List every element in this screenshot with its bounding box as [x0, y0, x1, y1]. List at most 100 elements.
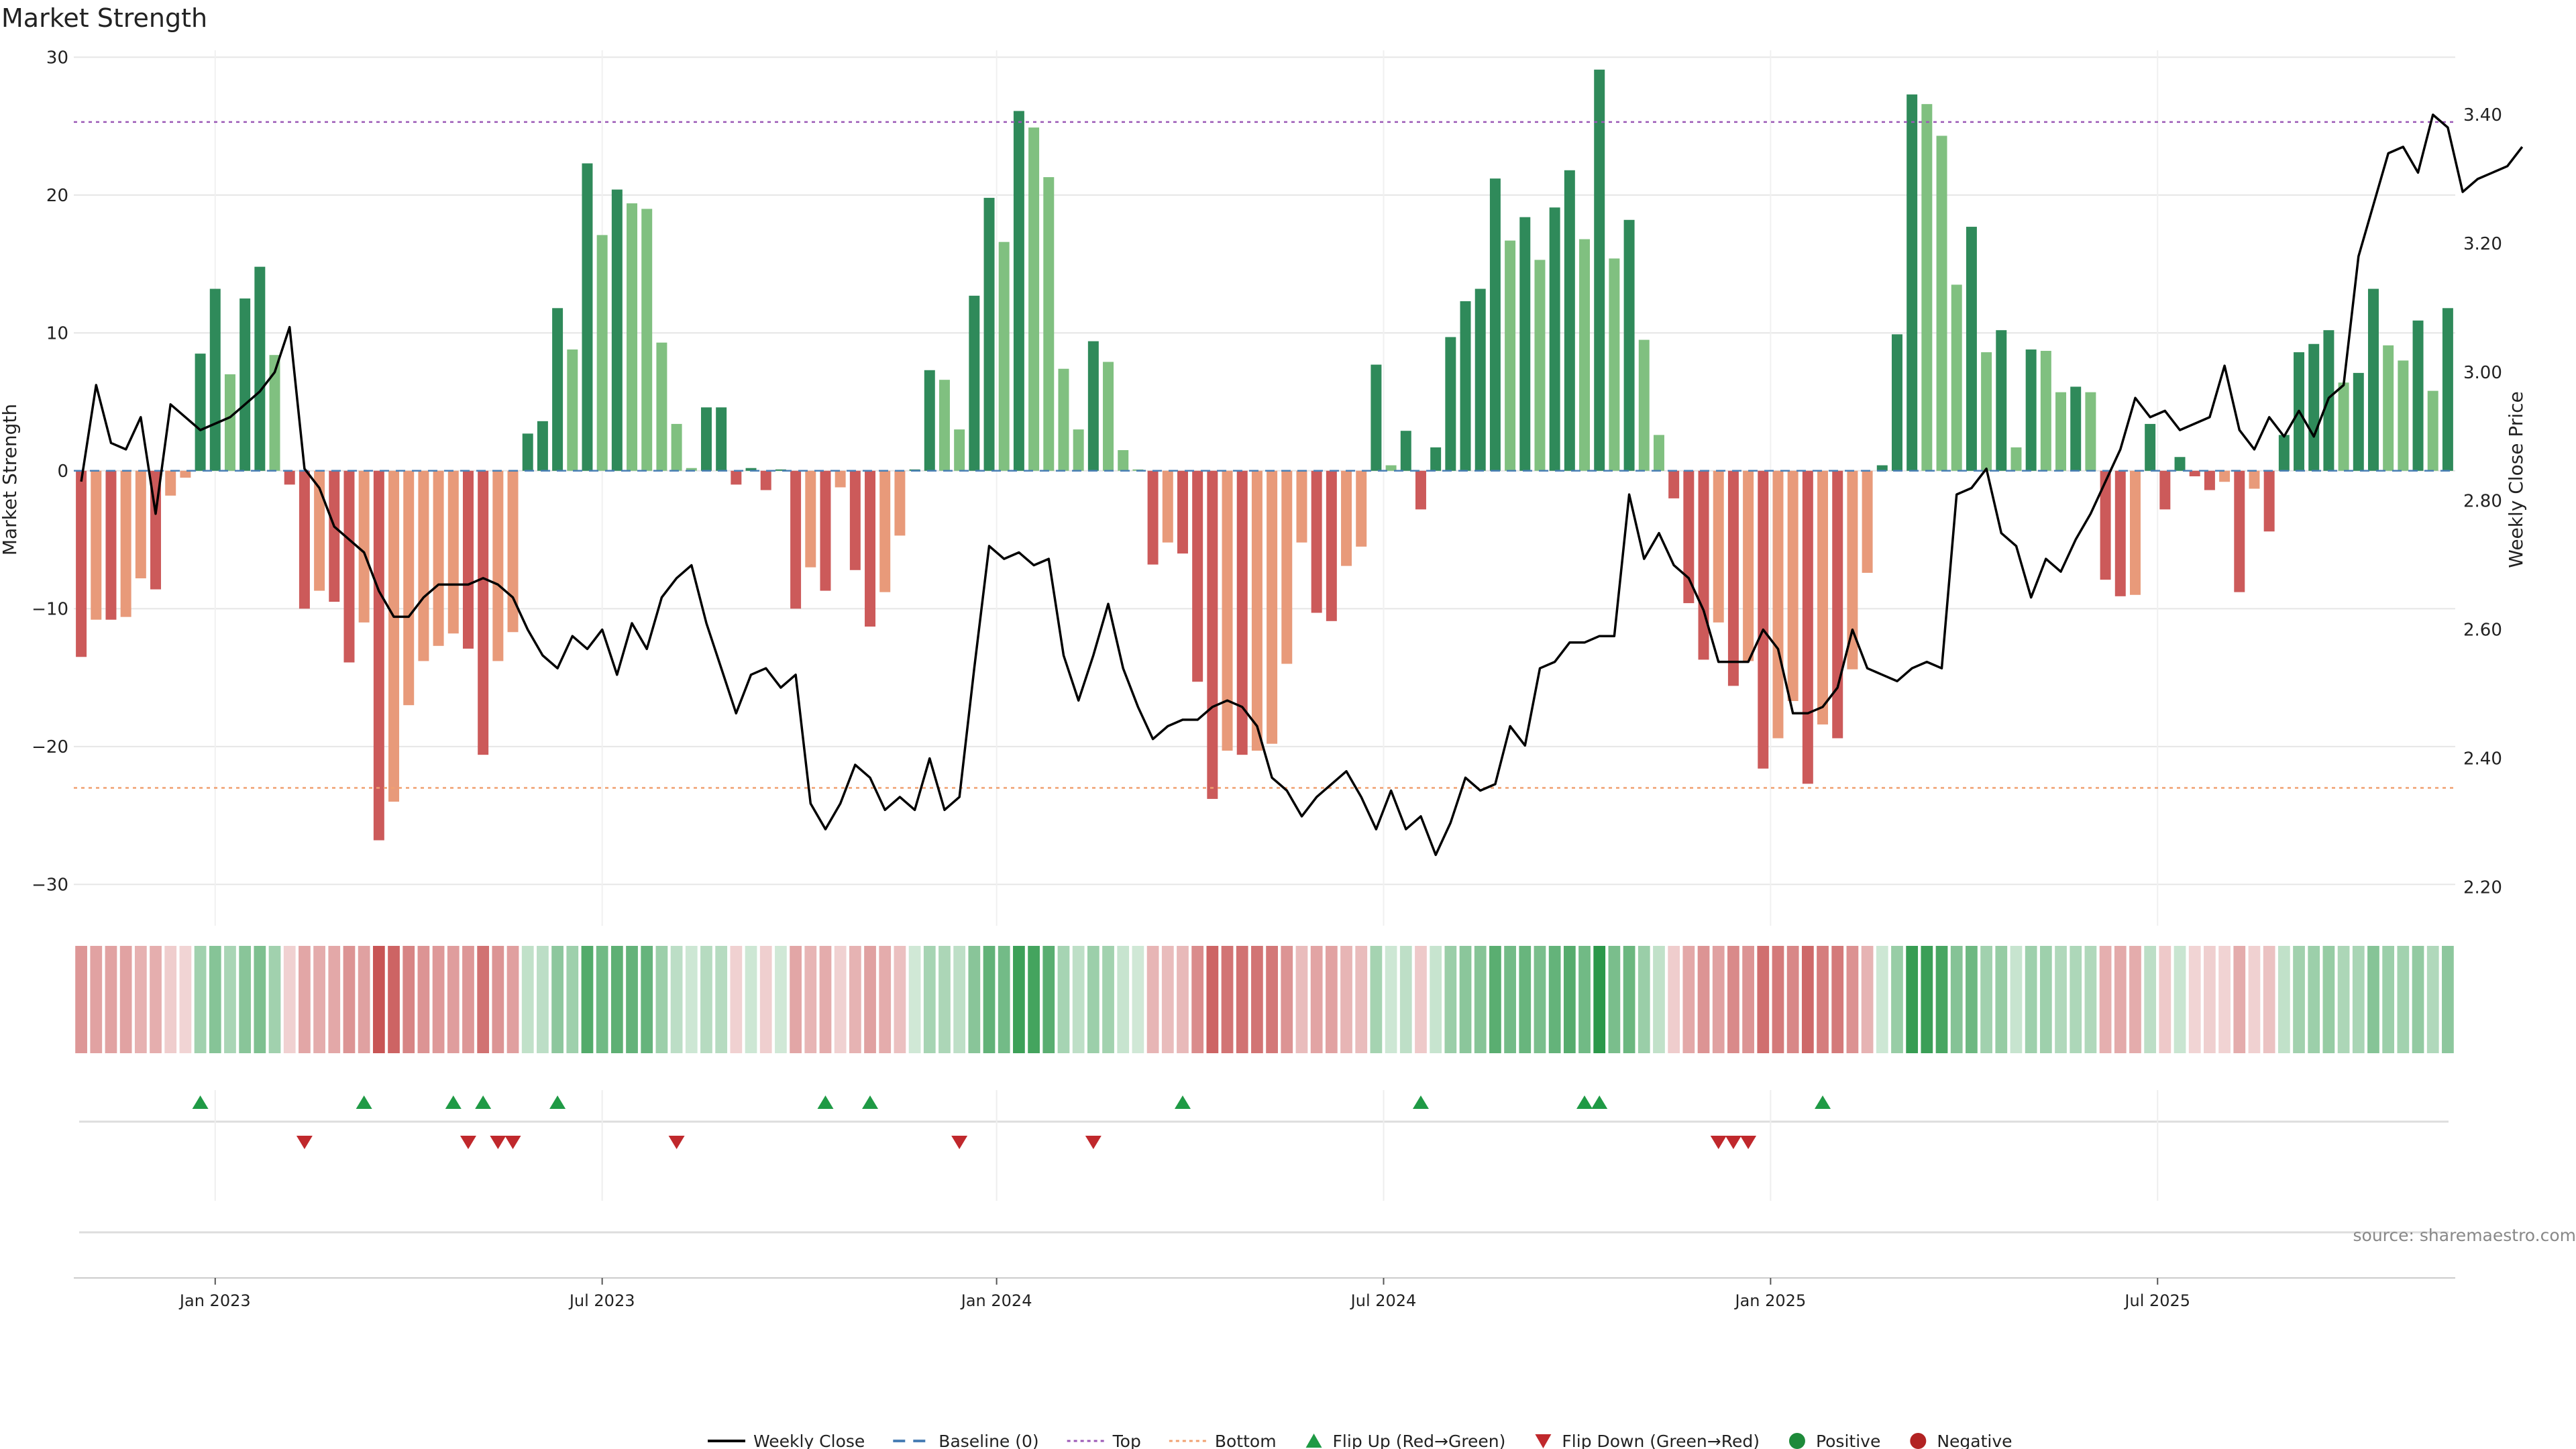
- y2-tick-label: 3.00: [2463, 363, 2502, 383]
- y-axis-label: Market Strength: [0, 404, 21, 555]
- heat-cell: [1578, 946, 1591, 1053]
- heat-cell: [1399, 946, 1412, 1053]
- heat-cell: [1623, 946, 1635, 1053]
- heat-cell: [164, 946, 177, 1053]
- heat-cell: [998, 946, 1010, 1053]
- strength-bar: [1445, 337, 1456, 471]
- heat-cell: [2144, 946, 2157, 1053]
- heat-cell: [1430, 946, 1442, 1053]
- legend-label: Bottom: [1215, 1432, 1277, 1449]
- strength-bar: [343, 470, 355, 663]
- heat-cell: [938, 946, 951, 1053]
- flip-down-marker: [1740, 1136, 1757, 1149]
- strength-bar: [1907, 94, 1918, 471]
- heat-cell: [1340, 946, 1352, 1053]
- heat-cell: [1013, 946, 1025, 1053]
- strength-bar: [2085, 392, 2096, 471]
- strength-bar: [849, 470, 861, 570]
- y-tick-label: 30: [46, 48, 68, 68]
- heat-cell: [313, 946, 325, 1053]
- heat-cell: [1221, 946, 1234, 1053]
- strength-bar: [537, 421, 548, 471]
- y2-tick-label: 3.40: [2463, 105, 2502, 125]
- flip-up-marker: [1576, 1095, 1593, 1109]
- y-tick-label: −20: [32, 737, 68, 757]
- strength-bar: [1251, 470, 1263, 751]
- heat-cell: [1459, 946, 1472, 1053]
- heat-cell: [1742, 946, 1754, 1053]
- strength-bar: [1415, 470, 1426, 510]
- strength-bar: [1862, 470, 1873, 573]
- strength-bar: [2174, 457, 2186, 471]
- heat-cell: [388, 946, 400, 1053]
- legend-item: Flip Down (Green→Red): [1535, 1432, 1760, 1449]
- strength-bar: [2427, 390, 2438, 471]
- heat-cell: [1146, 946, 1159, 1053]
- legend-swatch: [1535, 1434, 1552, 1448]
- strength-bar: [2114, 470, 2126, 596]
- heat-cell: [2129, 946, 2141, 1053]
- strength-bar: [760, 470, 771, 490]
- heat-cell: [2308, 946, 2320, 1053]
- legend-swatch: [1910, 1433, 1927, 1449]
- strength-bar: [1876, 465, 1888, 471]
- heat-cell: [2426, 946, 2439, 1053]
- strength-bar: [1207, 470, 1218, 799]
- heat-cell: [894, 946, 906, 1053]
- strength-bar: [2234, 470, 2245, 592]
- y2-tick-label: 2.20: [2463, 877, 2502, 898]
- strength-bar: [1118, 449, 1129, 471]
- heat-cell: [1310, 946, 1323, 1053]
- heat-cell: [90, 946, 103, 1053]
- heat-cell: [730, 946, 743, 1053]
- strength-bar: [1430, 447, 1442, 471]
- heat-cell: [1519, 946, 1532, 1053]
- heat-cell: [864, 946, 876, 1053]
- heat-cell: [715, 946, 728, 1053]
- heat-cell: [2397, 946, 2410, 1053]
- flip-up-marker: [356, 1095, 372, 1109]
- heat-cell: [2188, 946, 2201, 1053]
- heat-cell: [432, 946, 445, 1053]
- heat-cell: [1057, 946, 1070, 1053]
- flip-down-marker: [490, 1136, 506, 1149]
- strength-bar: [596, 235, 608, 471]
- heat-cell: [521, 946, 534, 1053]
- strength-bar: [894, 470, 906, 536]
- heat-cell: [1355, 946, 1368, 1053]
- heat-cell: [1415, 946, 1427, 1053]
- strength-bar: [1222, 470, 1233, 751]
- strength-bar: [373, 470, 384, 841]
- heat-cell: [655, 946, 668, 1053]
- heat-cell: [923, 946, 936, 1053]
- heat-cell: [372, 946, 385, 1053]
- legend-swatch: [1305, 1434, 1322, 1448]
- heat-cell: [299, 946, 311, 1053]
- heat-cell: [1489, 946, 1501, 1053]
- strength-bar: [2219, 470, 2231, 482]
- heat-cell: [2263, 946, 2275, 1053]
- strength-bar: [1594, 69, 1605, 471]
- heat-cell: [119, 946, 132, 1053]
- heat-cell: [1891, 946, 1903, 1053]
- heat-cell: [150, 946, 162, 1053]
- heat-cell: [1846, 946, 1859, 1053]
- flip-up-marker: [445, 1095, 462, 1109]
- legend-item: Top: [1067, 1432, 1141, 1449]
- source-note: source: sharemaestro.com: [2353, 1226, 2576, 1245]
- strength-bar: [1817, 470, 1829, 724]
- heat-cell: [254, 946, 266, 1053]
- strength-bar: [1534, 260, 1546, 471]
- heat-cell: [328, 946, 341, 1053]
- heat-cell: [239, 946, 252, 1053]
- strength-bar: [805, 470, 816, 568]
- y-tick-label: 20: [46, 186, 68, 206]
- flip-up-marker: [475, 1095, 492, 1109]
- heat-cell: [2233, 946, 2246, 1053]
- strength-bar: [284, 470, 295, 485]
- strength-bar: [2040, 351, 2051, 471]
- heat-cell: [879, 946, 892, 1053]
- heat-cell: [1236, 946, 1248, 1053]
- strength-bar: [1013, 111, 1024, 471]
